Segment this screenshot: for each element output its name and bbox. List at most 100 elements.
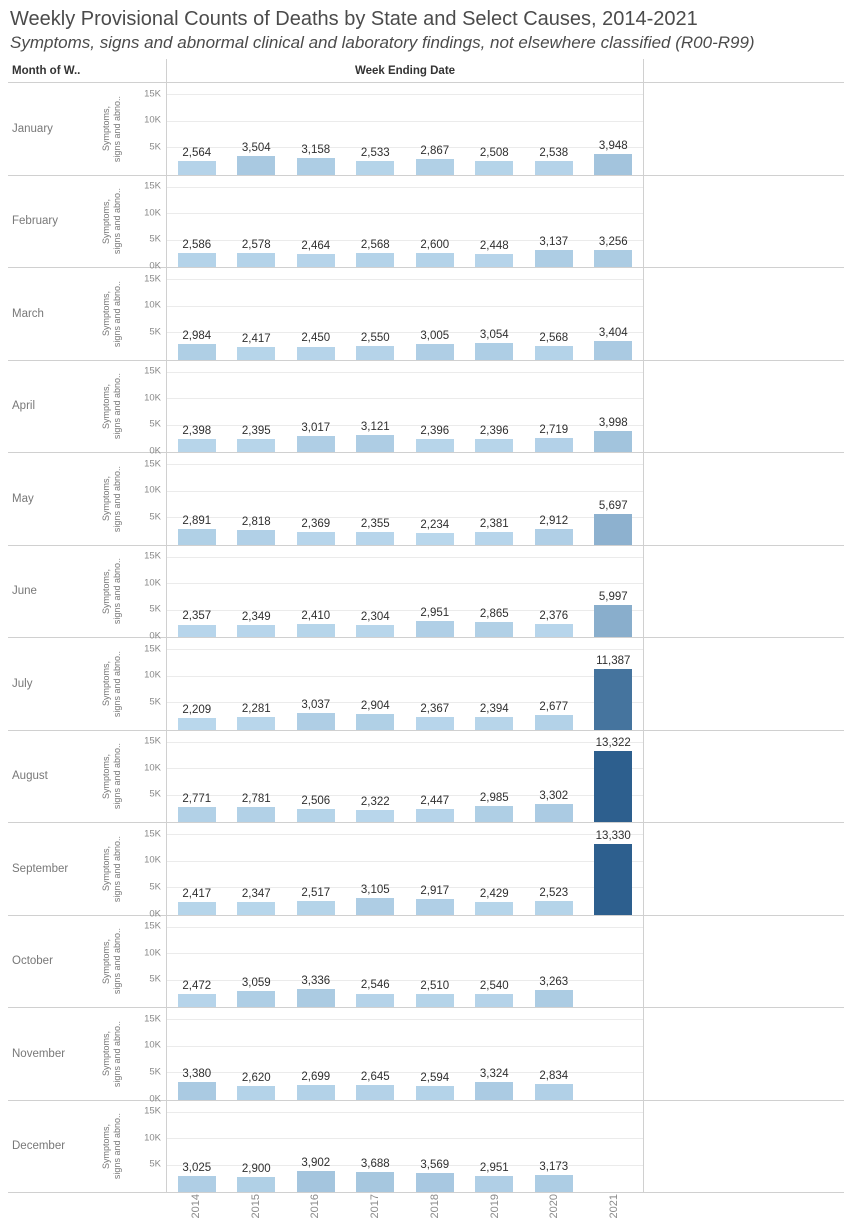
- bar[interactable]: [415, 1085, 454, 1100]
- bar[interactable]: [237, 717, 276, 730]
- bar[interactable]: [594, 153, 633, 175]
- bar[interactable]: [594, 843, 633, 915]
- bar[interactable]: [296, 808, 335, 822]
- bar[interactable]: [475, 1081, 514, 1100]
- bar[interactable]: [534, 989, 573, 1007]
- bar[interactable]: [534, 901, 573, 915]
- bar[interactable]: [356, 809, 395, 822]
- bar[interactable]: [534, 345, 573, 360]
- bar[interactable]: [475, 439, 514, 452]
- bar[interactable]: [415, 343, 454, 360]
- bar[interactable]: [177, 160, 216, 175]
- bar-cell: 2,355: [346, 453, 406, 545]
- bar[interactable]: [177, 717, 216, 730]
- bar[interactable]: [534, 437, 573, 452]
- bar-value-label: 2,538: [539, 147, 569, 159]
- bar[interactable]: [237, 529, 276, 545]
- bar[interactable]: [296, 1085, 335, 1100]
- bar[interactable]: [534, 250, 573, 267]
- bar[interactable]: [296, 157, 335, 175]
- bar[interactable]: [415, 809, 454, 822]
- bar[interactable]: [475, 1176, 514, 1192]
- bar[interactable]: [415, 439, 454, 452]
- bar[interactable]: [296, 1171, 335, 1192]
- bar[interactable]: [356, 345, 395, 360]
- bar[interactable]: [177, 529, 216, 545]
- bar[interactable]: [177, 253, 216, 267]
- gridline: [167, 371, 643, 373]
- bar[interactable]: [237, 439, 276, 452]
- bar[interactable]: [534, 804, 573, 822]
- bar[interactable]: [475, 901, 514, 915]
- bar[interactable]: [475, 806, 514, 822]
- bar[interactable]: [594, 751, 633, 822]
- bar[interactable]: [415, 159, 454, 175]
- bar[interactable]: [415, 899, 454, 915]
- bar[interactable]: [356, 1085, 395, 1100]
- bar[interactable]: [177, 439, 216, 452]
- bar[interactable]: [415, 621, 454, 637]
- bar[interactable]: [415, 1173, 454, 1192]
- bar-cell: [584, 1101, 644, 1193]
- bar[interactable]: [534, 1084, 573, 1100]
- bar[interactable]: [296, 346, 335, 360]
- bar[interactable]: [356, 161, 395, 175]
- bar[interactable]: [237, 902, 276, 915]
- bar[interactable]: [296, 253, 335, 267]
- bar[interactable]: [594, 430, 633, 452]
- bar[interactable]: [534, 1175, 573, 1192]
- bar[interactable]: [534, 529, 573, 545]
- bar[interactable]: [237, 155, 276, 175]
- bar[interactable]: [475, 254, 514, 267]
- bar[interactable]: [475, 531, 514, 545]
- bar[interactable]: [177, 1175, 216, 1192]
- bar[interactable]: [594, 341, 633, 360]
- bar[interactable]: [237, 253, 276, 267]
- y-tick-label: 10K: [144, 577, 161, 589]
- bar[interactable]: [415, 532, 454, 545]
- bar[interactable]: [594, 605, 633, 637]
- bar[interactable]: [356, 253, 395, 267]
- bar[interactable]: [296, 713, 335, 730]
- bar[interactable]: [534, 624, 573, 637]
- bar[interactable]: [296, 436, 335, 452]
- bar[interactable]: [594, 249, 633, 267]
- bar[interactable]: [296, 989, 335, 1007]
- bar-cell: 2,533: [346, 83, 406, 175]
- bar[interactable]: [356, 435, 395, 452]
- bar[interactable]: [356, 898, 395, 915]
- bar[interactable]: [177, 1081, 216, 1100]
- bar[interactable]: [296, 624, 335, 637]
- bar[interactable]: [356, 1172, 395, 1192]
- bar[interactable]: [356, 624, 395, 637]
- bar[interactable]: [415, 993, 454, 1007]
- bar[interactable]: [177, 901, 216, 915]
- bar[interactable]: [415, 716, 454, 730]
- bar[interactable]: [237, 1085, 276, 1100]
- bar[interactable]: [296, 531, 335, 545]
- bar[interactable]: [534, 715, 573, 730]
- bar[interactable]: [475, 716, 514, 730]
- bar[interactable]: [475, 161, 514, 175]
- bar[interactable]: [356, 714, 395, 730]
- bar[interactable]: [177, 343, 216, 360]
- bar[interactable]: [594, 514, 633, 545]
- bar[interactable]: [237, 990, 276, 1007]
- bar[interactable]: [475, 621, 514, 637]
- bar[interactable]: [534, 161, 573, 175]
- bar[interactable]: [237, 807, 276, 822]
- bar[interactable]: [237, 624, 276, 637]
- bar[interactable]: [415, 253, 454, 267]
- bar[interactable]: [475, 343, 514, 360]
- bar[interactable]: [356, 993, 395, 1007]
- bar-cell: 3,025: [167, 1101, 227, 1192]
- bar[interactable]: [594, 668, 633, 730]
- bar[interactable]: [177, 993, 216, 1007]
- bar[interactable]: [296, 901, 335, 915]
- bar[interactable]: [237, 346, 276, 360]
- bar[interactable]: [475, 993, 514, 1007]
- bar[interactable]: [237, 1176, 276, 1192]
- bar[interactable]: [177, 807, 216, 822]
- bar[interactable]: [356, 532, 395, 545]
- bar[interactable]: [177, 624, 216, 637]
